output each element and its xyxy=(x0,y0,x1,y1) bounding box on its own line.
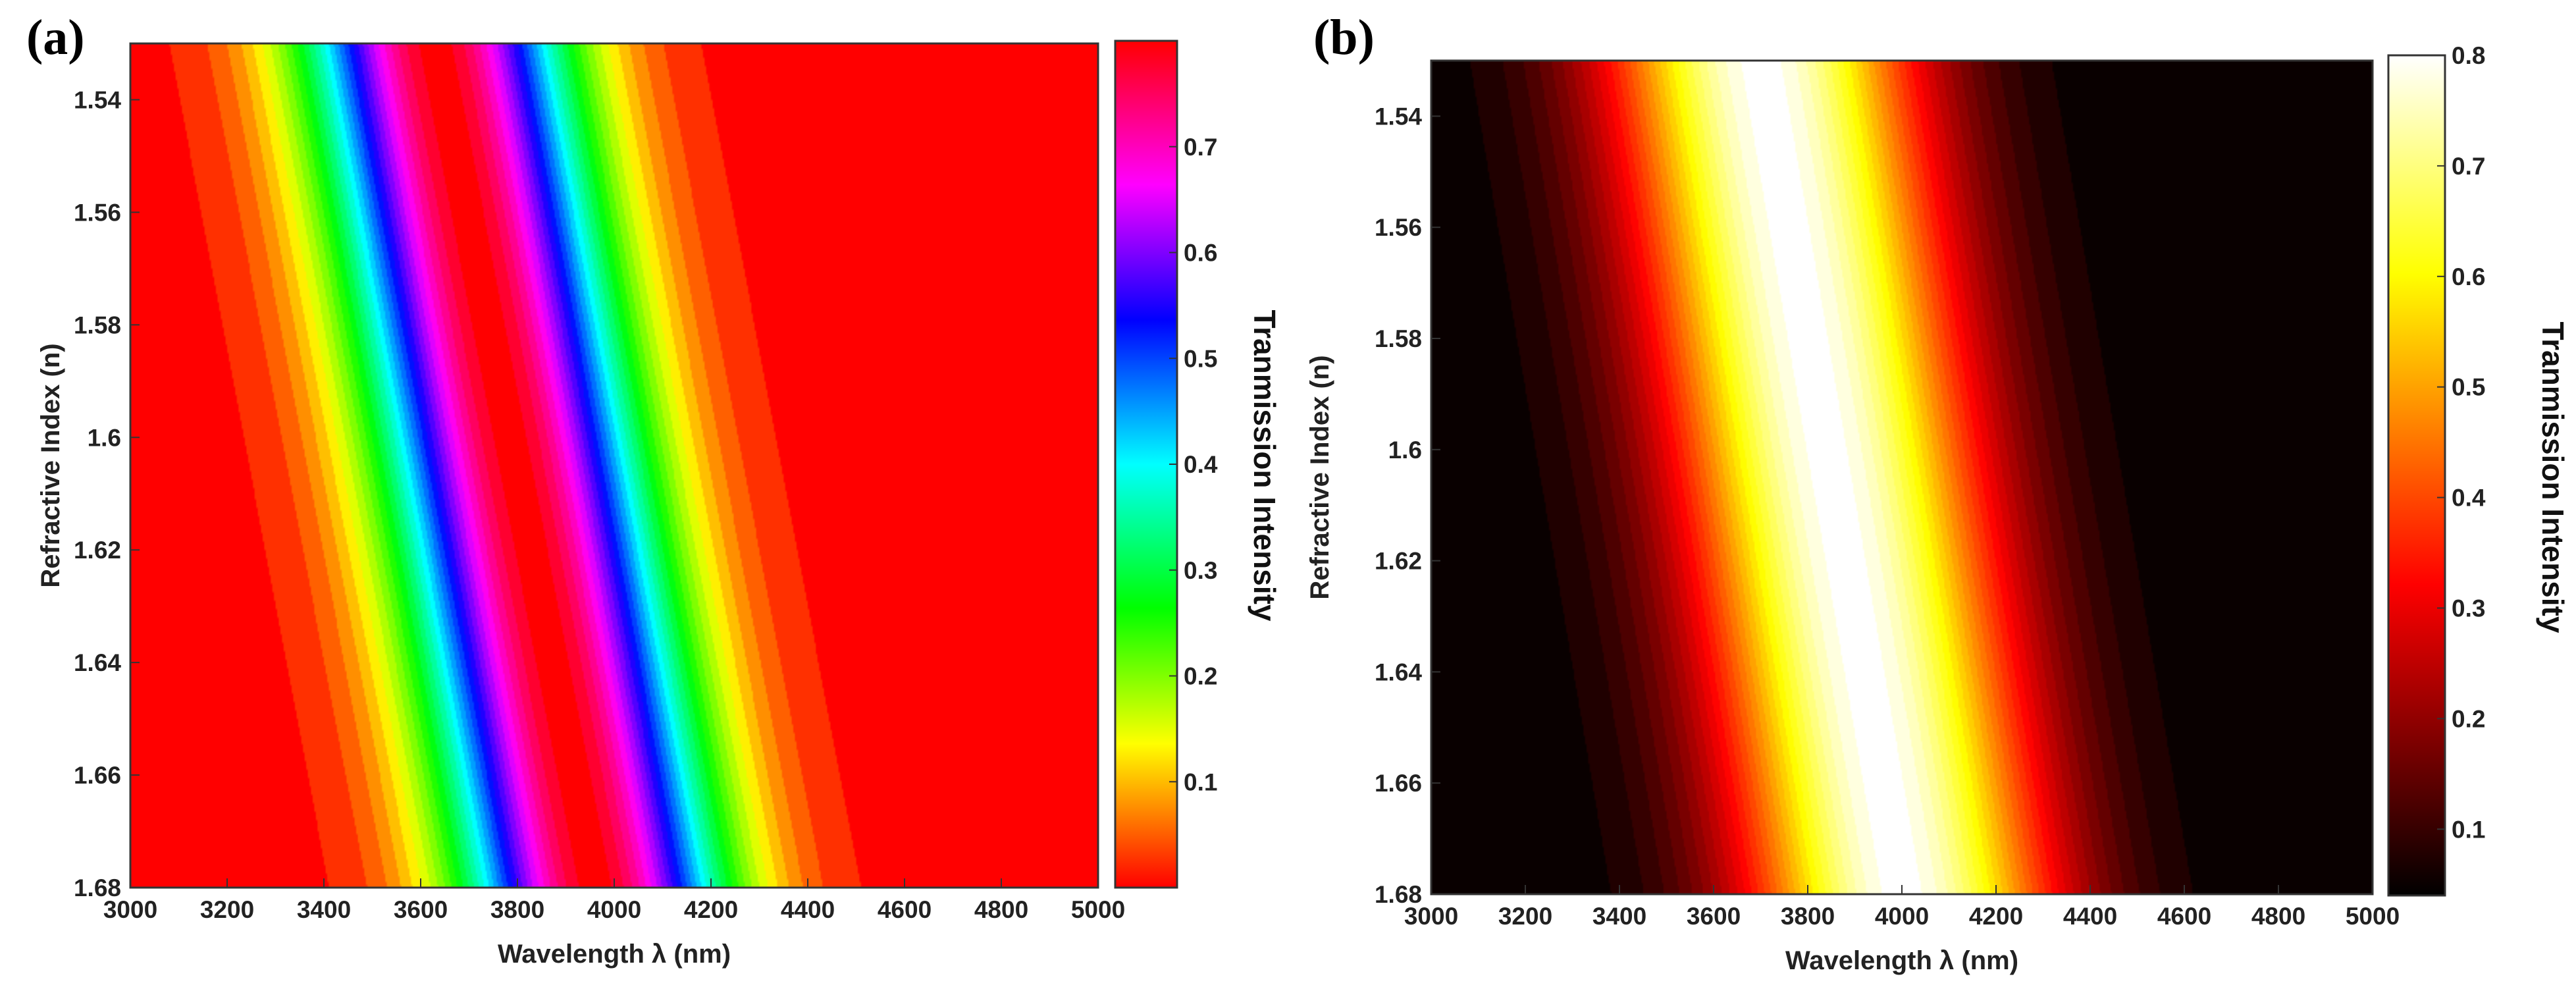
colorbar-tick-label: 0.6 xyxy=(1184,240,1217,267)
heatmap-a-image xyxy=(130,43,1098,888)
x-tick-label: 3800 xyxy=(1781,903,1835,930)
y-tick-label: 1.56 xyxy=(74,199,121,226)
colorbar-tick-label: 0.4 xyxy=(1184,451,1218,478)
x-tick-label: 3400 xyxy=(1592,903,1646,930)
colorbar-tick-label: 0.3 xyxy=(2452,595,2485,622)
x-tick-label: 3200 xyxy=(200,896,254,923)
x-tick-label: 3800 xyxy=(490,896,544,923)
colorbar-tick-label: 0.1 xyxy=(2452,816,2485,843)
x-tick-label: 4800 xyxy=(2251,903,2305,930)
heatmap-b-plot-area xyxy=(1431,61,2373,894)
y-tick-label: 1.68 xyxy=(1375,881,1422,908)
panel-b-label: (b) xyxy=(1313,10,1375,65)
x-tick-label: 5000 xyxy=(2346,903,2400,930)
colorbar-tick-label: 0.8 xyxy=(2452,42,2485,69)
colorbar-tick-label: 0.2 xyxy=(2452,705,2485,732)
y-tick-label: 1.6 xyxy=(1388,437,1422,464)
y-tick-label: 1.54 xyxy=(1375,103,1422,130)
colorbar-a-ticks: 0.1 0.2 0.3 0.4 0.5 0.6 0.7 xyxy=(1169,134,1218,795)
y-tick-label: 1.54 xyxy=(74,86,121,113)
x-tick-label: 3600 xyxy=(1687,903,1741,930)
x-axis-title-b: Wavelength λ (nm) xyxy=(1785,946,2018,975)
x-tick-label: 4200 xyxy=(1969,903,2023,930)
colorbar-tick-label: 0.3 xyxy=(1184,557,1217,584)
heatmap-a-plot-area xyxy=(130,43,1098,888)
colorbar-a-title: Tranmission Intensity xyxy=(1248,310,1282,622)
x-tick-label: 4000 xyxy=(1875,903,1929,930)
y-tick-label: 1.62 xyxy=(1375,548,1422,575)
x-axis-a: 3000 3200 3400 3600 3800 4000 4200 4400 4600 4800… xyxy=(103,878,1125,923)
panel-a-label: (a) xyxy=(26,10,85,65)
y-axis-a: 1.54 1.56 1.58 1.6 1.62 1.64 1.66 1.68 xyxy=(74,86,140,901)
colorbar-b-ticks: 0.1 0.2 0.3 0.4 0.5 0.6 0.7 0.8 xyxy=(2437,42,2486,843)
x-tick-label: 3400 xyxy=(297,896,351,923)
x-tick-label: 4600 xyxy=(2157,903,2211,930)
colorbar-tick-label: 0.2 xyxy=(1184,663,1217,690)
y-tick-label: 1.68 xyxy=(74,874,121,901)
x-axis-title-a: Wavelength λ (nm) xyxy=(498,940,731,969)
panel-b: (b) 3000 3200 3400 3600 3800 4000 4200 4400 4600… xyxy=(1305,10,2570,975)
x-tick-label: 3200 xyxy=(1498,903,1552,930)
y-tick-label: 1.64 xyxy=(74,649,121,676)
colorbar-a xyxy=(1114,40,1178,889)
colorbar-tick-label: 0.5 xyxy=(2452,374,2485,401)
x-tick-label: 5000 xyxy=(1071,896,1125,923)
colorbar-tick-label: 0.4 xyxy=(2452,485,2486,512)
x-tick-label: 3000 xyxy=(103,896,157,923)
x-tick-label: 4600 xyxy=(878,896,932,923)
colorbar-tick-label: 0.6 xyxy=(2452,263,2485,290)
y-tick-label: 1.58 xyxy=(1375,325,1422,352)
colorbar-b xyxy=(2387,54,2446,897)
panel-a: (a) 3000 3200 3400 3600 3800 4000 4200 4400 4600… xyxy=(26,10,1282,969)
colorbar-tick-label: 0.7 xyxy=(1184,134,1217,161)
colorbar-tick-label: 0.7 xyxy=(2452,153,2485,180)
colorbar-tick-label: 0.1 xyxy=(1184,768,1217,795)
y-tick-label: 1.62 xyxy=(74,537,121,564)
y-axis-title-b: Refractive Index (n) xyxy=(1305,355,1334,599)
colorbar-b-title: Tranmission Intensity xyxy=(2536,322,2570,633)
x-tick-label: 4800 xyxy=(974,896,1028,923)
x-tick-label: 4000 xyxy=(587,896,641,923)
y-tick-label: 1.66 xyxy=(74,762,121,789)
x-tick-label: 4400 xyxy=(781,896,835,923)
y-axis-b: 1.54 1.56 1.58 1.6 1.62 1.64 1.66 1.68 xyxy=(1375,103,1440,908)
y-tick-label: 1.64 xyxy=(1375,658,1422,685)
x-tick-label: 3600 xyxy=(394,896,448,923)
y-tick-label: 1.6 xyxy=(88,424,121,451)
x-axis-b: 3000 3200 3400 3600 3800 4000 4200 4400 4600 4800… xyxy=(1404,885,2400,930)
x-tick-label: 4400 xyxy=(2063,903,2117,930)
x-tick-label: 4200 xyxy=(684,896,738,923)
colorbar-tick-label: 0.5 xyxy=(1184,345,1217,372)
y-axis-title-a: Refractive Index (n) xyxy=(36,343,65,587)
x-tick-label: 3000 xyxy=(1404,903,1458,930)
heatmap-b-image xyxy=(1431,61,2373,894)
y-tick-label: 1.56 xyxy=(1375,214,1422,241)
y-tick-label: 1.58 xyxy=(74,311,121,338)
y-tick-label: 1.66 xyxy=(1375,770,1422,797)
